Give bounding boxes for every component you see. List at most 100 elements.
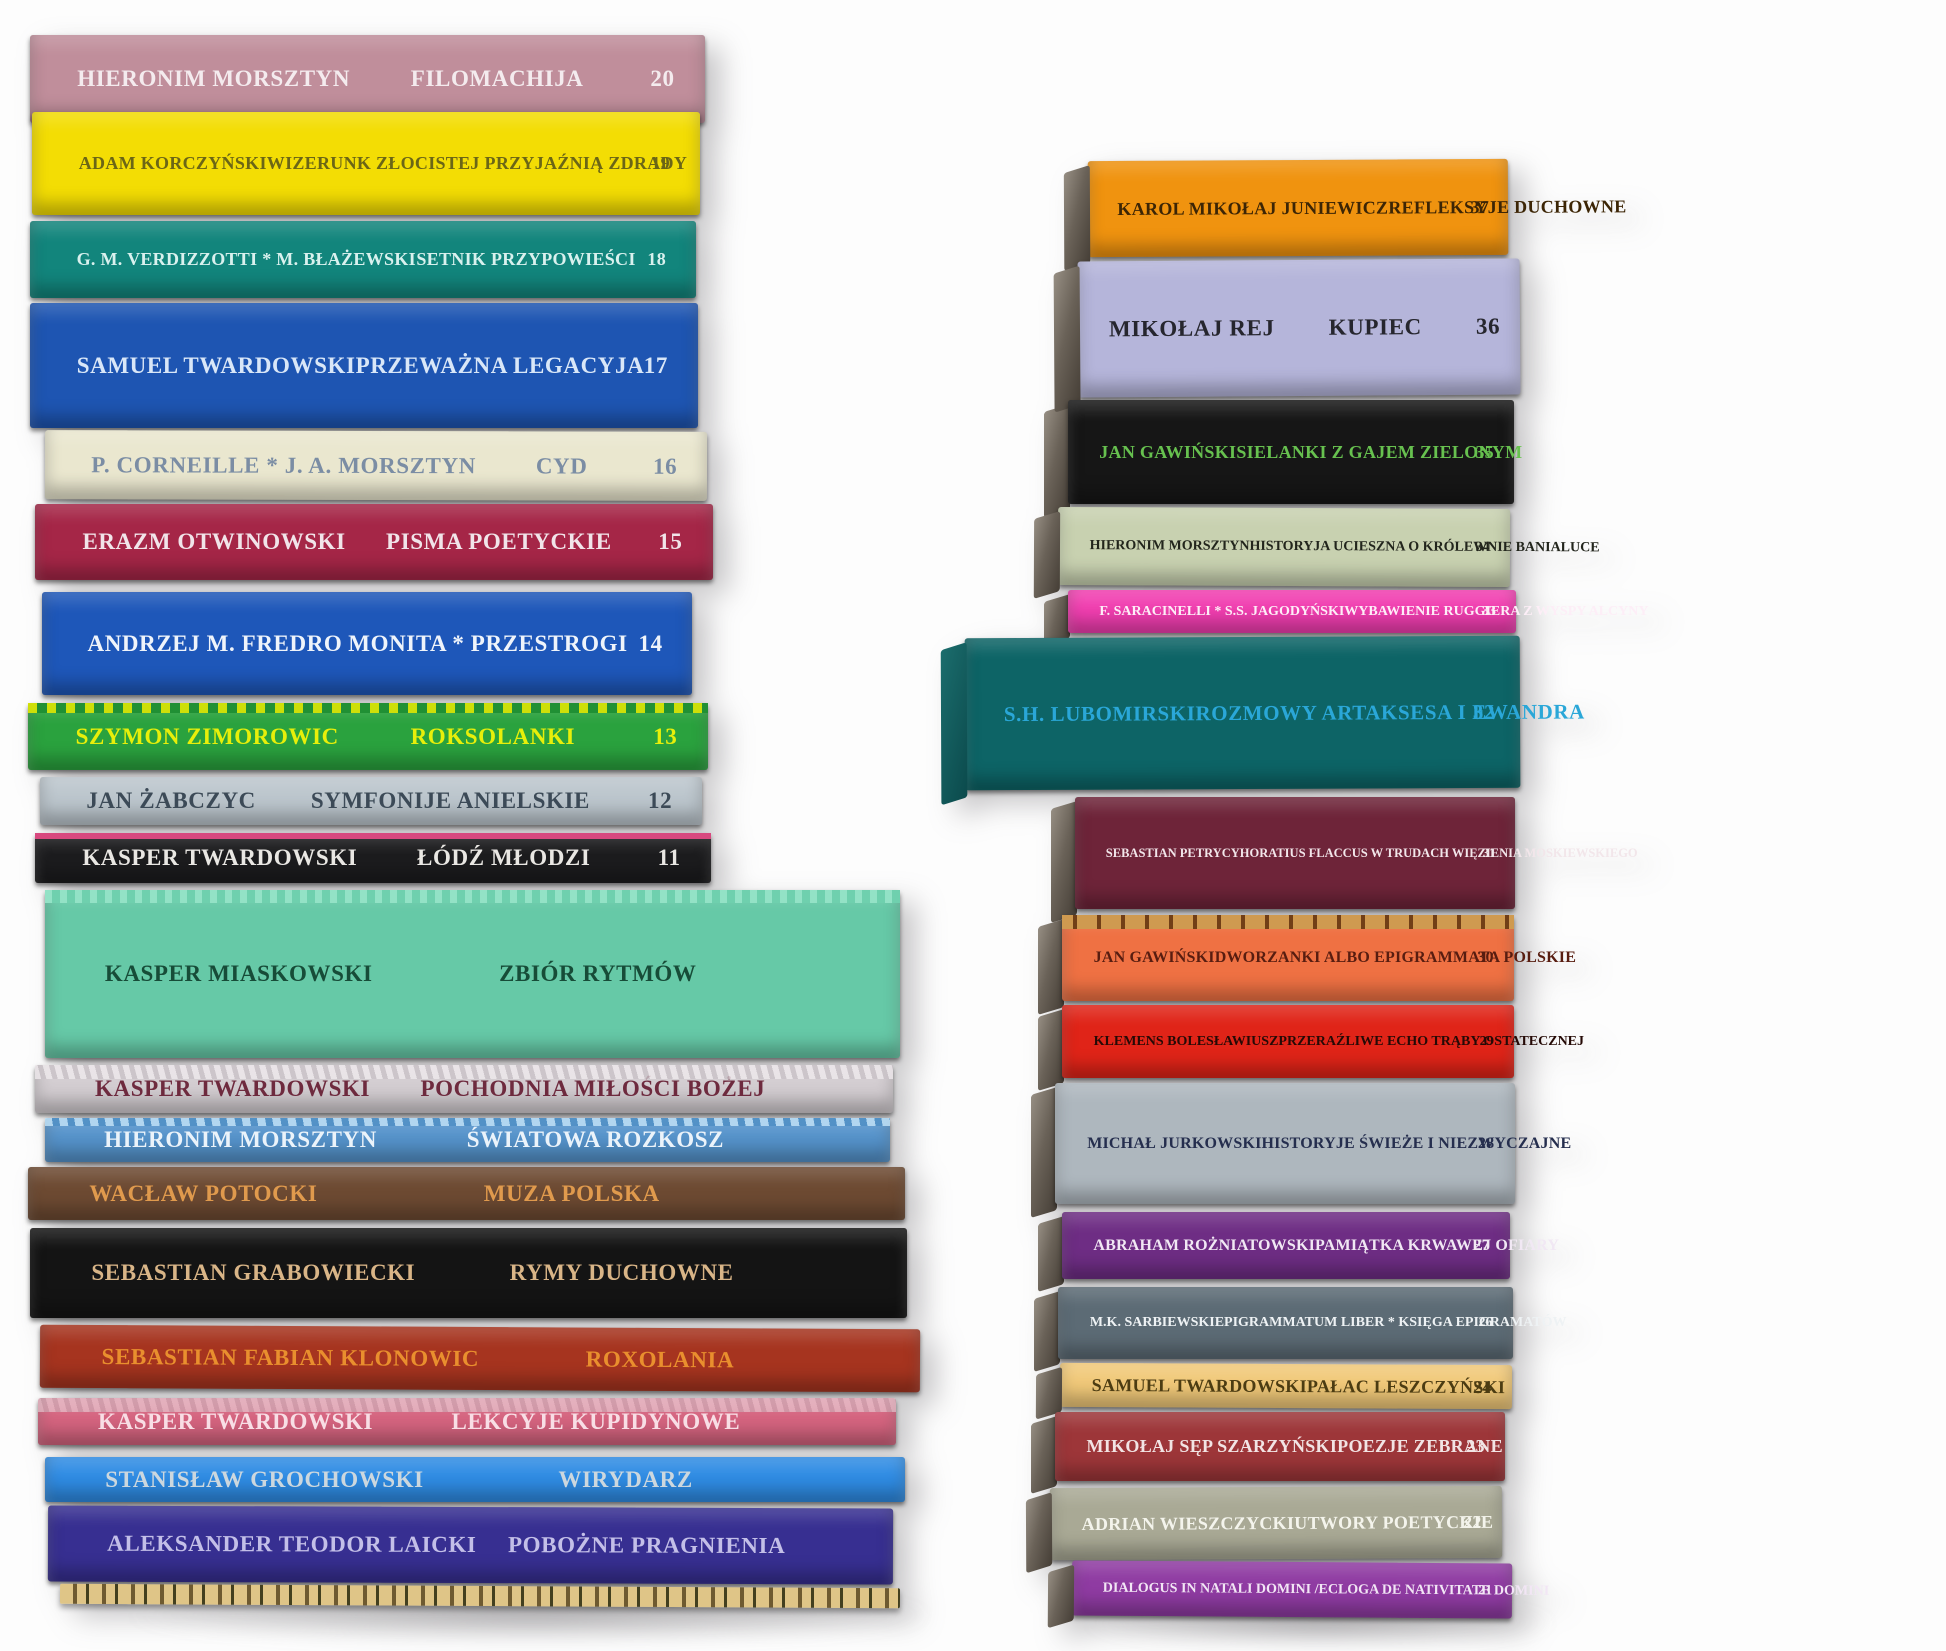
book-author: STANISŁAW GROCHOWSKI (105, 1466, 424, 1492)
book-spine-monita-14: ANDRZEJ M. FREDRO MONITA * PRZESTROGI 14 (42, 592, 692, 695)
book-author: SEBASTIAN PETRYCY (1105, 845, 1240, 860)
book-title: MUZA POLSKA (483, 1180, 660, 1206)
book-title: UTWORY POETYCKIE (1294, 1511, 1494, 1533)
book-number: 12 (648, 788, 673, 813)
book-spine-wybawienie-33: F. SARACINELLI * S.S. JAGODYŃSKI WYBAWIE… (1068, 590, 1649, 633)
book-spine-filomachija-20: HIERONIM MORSZTYN FILOMACHIJA 20 (30, 35, 705, 123)
book-author: WACŁAW POTOCKI (89, 1180, 318, 1206)
book-author: MIKOŁAJ SĘP SZARZYŃSKI (1086, 1436, 1338, 1456)
book-spine-symfonije-12: JAN ŻABCZYC SYMFONIJE ANIELSKIE 12 (40, 777, 702, 825)
decorative-top-edge (28, 703, 708, 713)
book-title: HORATIUS FLACCUS W TRUDACH WIĘZIENIA MOS… (1239, 845, 1638, 860)
book-number: 36 (1475, 313, 1501, 339)
book-spine-utwory-poetyckie-22: ADRIAN WIESZCZYCKI UTWORY POETYCKIE 22 (1049, 1485, 1503, 1561)
book-spine-setnik-18: G. M. VERDIZZOTTI * M. BŁAŻEWSKI SETNIK … (30, 221, 696, 298)
book-title: PRZERAŹLIWE ECHO TRĄBY OSTATECZNEJ (1278, 1033, 1585, 1049)
book-title: ROKSOLANKI (410, 723, 576, 749)
book-author: HIERONIM MORSZTYN (77, 66, 351, 91)
book-spine-pisma-15: ERAZM OTWINOWSKI PISMA POETYCKIE 15 (35, 504, 713, 580)
book-title: PAMIĄTKA KRWAWEJ OFIARY (1315, 1236, 1560, 1254)
book-spine-lekcyje-kupidynowe: KASPER TWARDOWSKI LEKCYJE KUPIDYNOWE (38, 1398, 896, 1445)
book-spine-roksolanki-13: SZYMON ZIMOROWIC ROKSOLANKI 13 (28, 703, 708, 770)
book-title: RYMY DUCHOWNE (509, 1260, 734, 1285)
book-author: SZYMON ZIMOROWIC (75, 723, 339, 749)
book-author: ADAM KORCZYŃSKI (78, 153, 267, 173)
book-author: HIERONIM MORSZTYN (1089, 538, 1250, 554)
book-title: ŁÓDŹ MŁODZI (417, 845, 591, 870)
book-spine-kupiec-36: MIKOŁAJ REJ KUPIEC 36 (1077, 258, 1521, 398)
book-number: 21 (1478, 1582, 1493, 1598)
book-title: WYBAWIENIE RUGGIERA Z WYSPY ALCYNY (1344, 603, 1649, 619)
book-author: SAMUEL TWARDOWSKI (1091, 1374, 1308, 1396)
book-number: 15 (658, 529, 683, 554)
book-number: 37 (1470, 196, 1490, 217)
book-number: 17 (643, 352, 668, 378)
decorative-top-edge (38, 1398, 896, 1412)
book-spine-historyje-swieze-28: MICHAŁ JURKOWSKI HISTORYJE ŚWIEŻE I NIEZ… (1055, 1083, 1571, 1204)
book-number: 23 (1466, 1436, 1485, 1456)
book-title: REFLEKSYJE DUCHOWNE (1388, 195, 1627, 218)
book-number: 24 (1473, 1376, 1492, 1397)
book-author: MIKOŁAJ REJ (1108, 315, 1275, 342)
decorative-top-edge (45, 1118, 890, 1126)
book-number: 32 (1472, 699, 1496, 724)
book-number: 13 (653, 723, 678, 749)
book-spine-wizerunk-19: ADAM KORCZYŃSKI WIZERUNK ZŁOCISTEJ PRZYJ… (32, 112, 700, 215)
book-author: JAN GAWIŃSKI (1093, 949, 1215, 966)
book-spine-pochodnia: KASPER TWARDOWSKI POCHODNIA MIŁOŚCI BOŻE… (35, 1065, 893, 1113)
book-title: PRZEWAŻNA LEGACYJA (355, 352, 645, 378)
book-title: ROZMOWY ARTAKSESA I EWANDRA (1195, 699, 1585, 725)
book-author: M.K. SARBIEWSKI (1089, 1315, 1215, 1330)
book-number: 31 (1482, 845, 1496, 860)
book-number: 18 (647, 249, 667, 269)
book-author: ABRAHAM ROŻNIATOWSKI (1093, 1236, 1316, 1254)
book-spine-poezje-zebrane-23: MIKOŁAJ SĘP SZARZYŃSKI POEZJE ZEBRANE 23 (1055, 1412, 1505, 1481)
book-title: SIELANKI Z GAJEM ZIELONYM (1236, 441, 1523, 462)
book-title: WIZERUNK ZŁOCISTEJ PRZYJAŹNIĄ ZDRADY (266, 153, 688, 173)
decorative-top-edge (1062, 915, 1514, 929)
book-spine-dialogus-21: DIALOGUS IN NATALI DOMINI / ECLOGA DE NA… (1071, 1560, 1549, 1619)
book-number: 34 (1475, 539, 1490, 555)
book-number: 33 (1481, 603, 1496, 619)
book-title: ZBIÓR RYTMÓW (499, 961, 697, 986)
book-spine-wirydarz: STANISŁAW GROCHOWSKI WIRYDARZ (45, 1457, 905, 1502)
book-author: KASPER TWARDOWSKI (98, 1408, 374, 1434)
book-author: SAMUEL TWARDOWSKI (76, 352, 356, 378)
book-author: S.H. LUBOMIRSKI (1003, 700, 1196, 726)
book-author: KASPER TWARDOWSKI (82, 845, 358, 870)
book-number: 27 (1473, 1236, 1490, 1254)
decorative-top-edge (45, 890, 900, 903)
book-title: POCHODNIA MIŁOŚCI BOŻEJ (420, 1076, 766, 1101)
book-author: KLEMENS BOLESŁAWIUSZ (1093, 1033, 1279, 1049)
book-spine-palac-24: SAMUEL TWARDOWSKI PAŁAC LESZCZYŃSKI 24 (1059, 1362, 1513, 1410)
book-spine-historyja-ucieszna-34: HIERONIM MORSZTYN HISTORYJA UCIESZNA O K… (1057, 507, 1600, 587)
book-number: 11 (657, 845, 681, 870)
book-spine-zbior-rytmow: KASPER MIASKOWSKI ZBIÓR RYTMÓW (45, 890, 900, 1058)
book-title: SETNIK PRZYPOWIEŚCI (416, 249, 636, 269)
decorative-top-edge (35, 833, 711, 839)
book-author: DIALOGUS IN NATALI DOMINI / (1102, 1580, 1319, 1597)
book-spine-lodz-mlodzi-11: KASPER TWARDOWSKI ŁÓDŹ MŁODZI 11 (35, 833, 711, 883)
book-spine-przerazliwe-echo-29: KLEMENS BOLESŁAWIUSZ PRZERAŹLIWE ECHO TR… (1062, 1005, 1585, 1078)
book-number: 28 (1477, 1134, 1495, 1152)
book-spine-epigrammatum-26: M.K. SARBIEWSKI EPIGRAMMATUM LIBER * KSI… (1058, 1287, 1567, 1359)
book-author: SEBASTIAN GRABOWIECKI (91, 1260, 416, 1285)
book-number: 20 (650, 66, 675, 91)
book-title: DWORZANKI ALBO EPIGRAMMATA POLSKIE (1214, 949, 1577, 966)
book-title: MONITA * PRZESTROGI (348, 630, 628, 656)
book-spine-pamiatka-27: ABRAHAM ROŻNIATOWSKI PAMIĄTKA KRWAWEJ OF… (1062, 1212, 1560, 1279)
book-title: PISMA POETYCKIE (386, 529, 612, 554)
book-title: LEKCYJE KUPIDYNOWE (451, 1408, 741, 1434)
book-spine-refleksyje-37: KAROL MIKOŁAJ JUNIEWICZ REFLEKSYJE DUCHO… (1087, 158, 1627, 258)
book-author: ANDRZEJ M. FREDRO (87, 630, 343, 656)
book-title: KUPIEC (1328, 314, 1422, 340)
book-author: ERAZM OTWINOWSKI (82, 529, 346, 554)
book-spine-horatius-31: SEBASTIAN PETRYCY HORATIUS FLACCUS W TRU… (1075, 797, 1638, 909)
book-spine-przewazna-17: SAMUEL TWARDOWSKI PRZEWAŻNA LEGACYJA 17 (30, 303, 698, 428)
book-title: HISTORYJA UCIESZNA O KRÓLEWNIE BANIALUCE (1249, 538, 1600, 556)
book-spine-swiatowa-rozkosz: HIERONIM MORSZTYN ŚWIATOWA ROZKOSZ (45, 1118, 890, 1162)
book-title: ŚWIATOWA ROZKOSZ (466, 1127, 725, 1152)
book-author: JAN GAWIŃSKI (1099, 441, 1237, 462)
